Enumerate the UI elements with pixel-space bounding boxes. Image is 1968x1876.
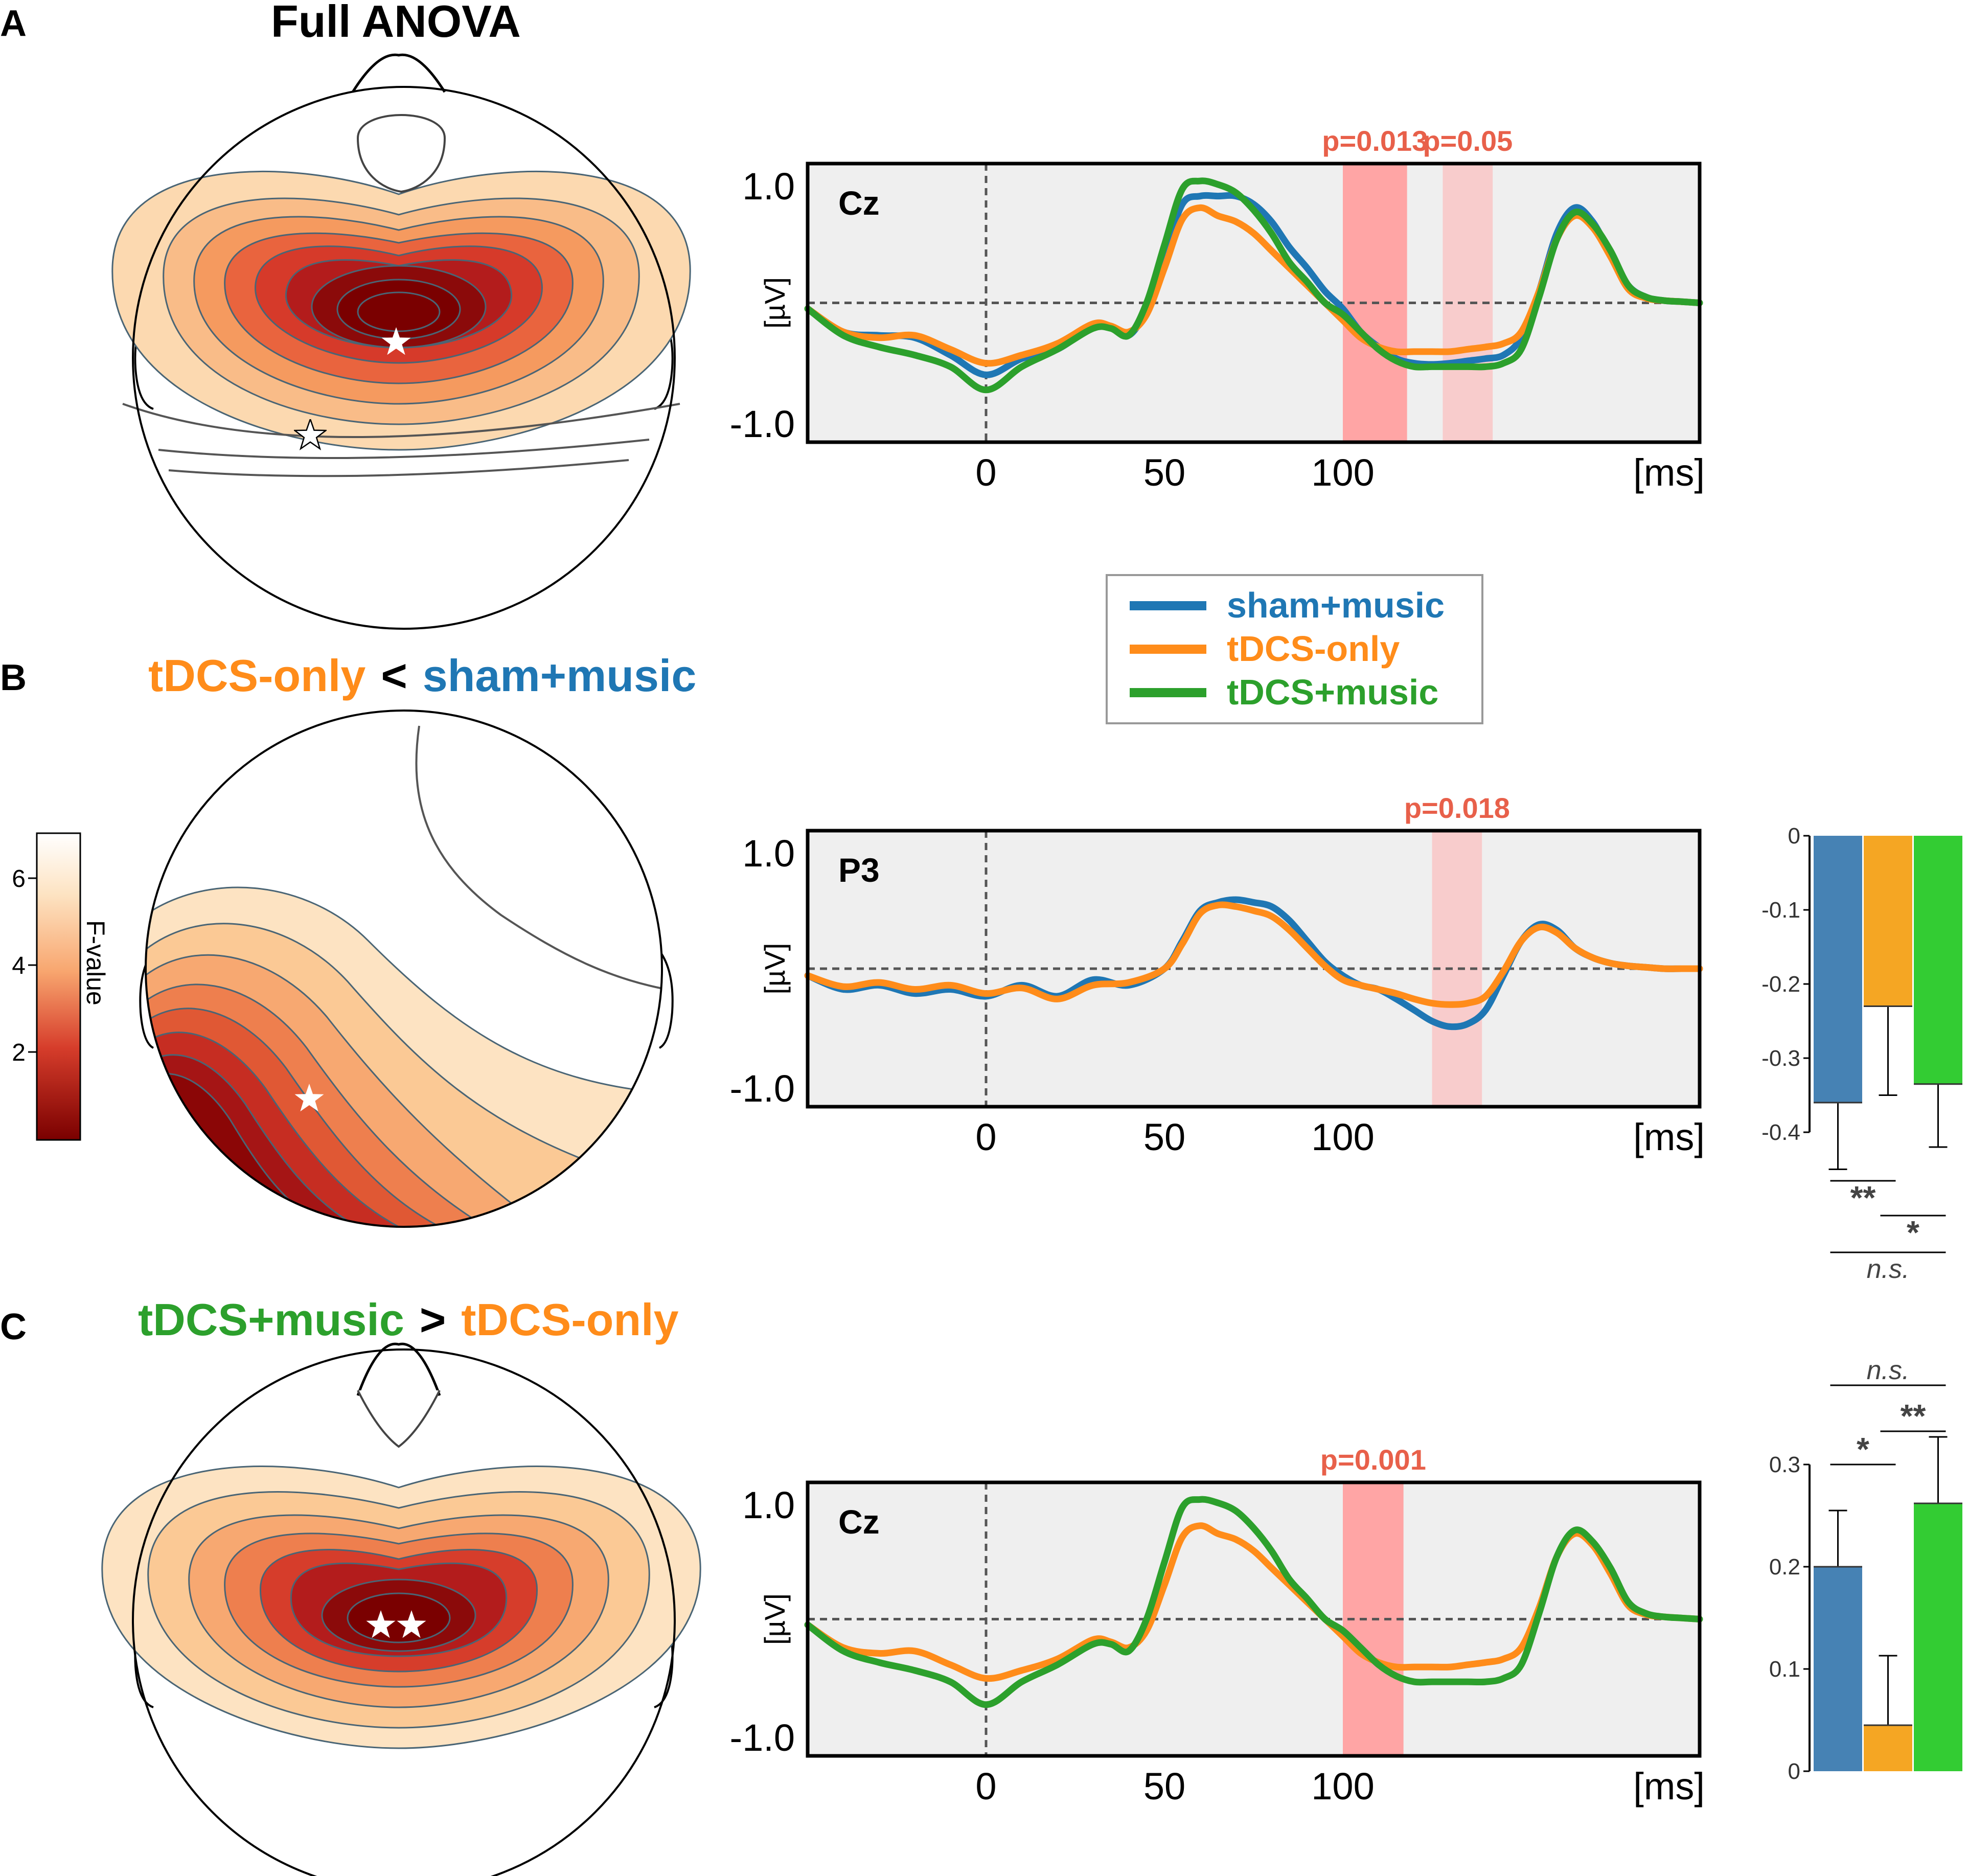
- bar-chart-b: 0-0.1-0.2-0.3-0.4***n.s.: [1761, 823, 1962, 1284]
- head-nose: [351, 53, 446, 93]
- x-tick-label: 100: [1311, 1765, 1374, 1808]
- colorbar-tick: 2: [12, 1039, 26, 1066]
- y-tick-label: 1.0: [742, 165, 795, 208]
- significance-label: n.s.: [1867, 1356, 1910, 1385]
- bar: [1814, 836, 1862, 1103]
- y-tick-label: 1.0: [742, 1484, 795, 1526]
- title-operator: <: [381, 650, 407, 701]
- y-axis-label: [µV]: [759, 1593, 791, 1645]
- title-left: tDCS+music: [138, 1294, 404, 1345]
- head-outline: [132, 1348, 676, 1876]
- y-tick-label: 0.2: [1769, 1554, 1800, 1580]
- y-tick-label: 0.1: [1769, 1657, 1800, 1682]
- channel-label: Cz: [838, 184, 880, 222]
- y-tick-label: -1.0: [729, 1067, 795, 1110]
- y-tick-label: -0.4: [1761, 1120, 1800, 1145]
- bar: [1864, 836, 1912, 1006]
- channel-label: P3: [838, 851, 880, 889]
- colorbar-tick: 4: [12, 952, 26, 979]
- panel-a: A Full ANOVA: [0, 0, 691, 630]
- erp-plot-c: p=0.001 Cz 1.0 -1.0 [µV] 0 50 100 [ms]: [729, 1444, 1705, 1808]
- bar: [1914, 1503, 1962, 1771]
- legend-label: sham+music: [1227, 585, 1445, 625]
- x-tick-label: 50: [1143, 1765, 1185, 1808]
- plot-frame: [806, 829, 1702, 1109]
- legend: sham+music tDCS-only tDCS+music: [1106, 574, 1483, 724]
- title-left: tDCS-only: [148, 650, 365, 701]
- p-value-label: p=0.05: [1423, 125, 1513, 157]
- erp-plot-b: p=0.018 P3 1.0 -1.0 [µV] 0 50 100 [ms]: [729, 792, 1705, 1158]
- x-axis-label: [ms]: [1633, 1116, 1705, 1158]
- panel-letter-a: A: [0, 3, 27, 44]
- colorbar-label: F-value: [81, 920, 110, 1005]
- topomap-b: [139, 710, 674, 1228]
- x-tick-label: 100: [1311, 451, 1374, 494]
- bar: [1814, 1567, 1862, 1771]
- title-operator: >: [420, 1294, 446, 1345]
- x-tick-label: 100: [1311, 1116, 1374, 1158]
- series-line: [804, 901, 1703, 1008]
- p-value-label: p=0.001: [1320, 1444, 1426, 1476]
- significance-label: n.s.: [1867, 1254, 1910, 1284]
- x-axis-label: [ms]: [1633, 451, 1705, 494]
- panel-c-title: tDCS+music > tDCS-only: [138, 1294, 679, 1345]
- y-tick-label: 1.0: [742, 832, 795, 875]
- panel-b: B tDCS-only < sham+music 6 4 2 F-value: [0, 650, 696, 1228]
- x-tick-label: 50: [1143, 451, 1185, 494]
- series-line: [804, 1496, 1703, 1708]
- panel-b-title: tDCS-only < sham+music: [148, 650, 696, 701]
- x-tick-label: 0: [975, 451, 996, 494]
- significance-label: *: [1907, 1214, 1919, 1251]
- head-outline: [145, 710, 663, 1228]
- topomap-c: [101, 1342, 701, 1876]
- colorbar: 6 4 2 F-value: [12, 832, 110, 1141]
- x-tick-label: 0: [975, 1116, 996, 1158]
- plot-frame: [806, 1480, 1702, 1758]
- panel-letter-b: B: [0, 657, 27, 698]
- bar: [1864, 1725, 1912, 1771]
- panel-letter-c: C: [0, 1307, 27, 1347]
- y-axis-label: [µV]: [759, 943, 791, 995]
- x-tick-label: 50: [1143, 1116, 1185, 1158]
- title-right: tDCS-only: [461, 1294, 678, 1345]
- x-tick-label: 0: [975, 1765, 996, 1808]
- panel-a-title: Full ANOVA: [271, 0, 521, 47]
- y-tick-label: -1.0: [729, 1717, 795, 1759]
- p-value-label: p=0.013: [1322, 125, 1428, 157]
- title-right: sham+music: [423, 650, 697, 701]
- y-tick-label: -1.0: [729, 403, 795, 445]
- legend-label: tDCS+music: [1227, 672, 1438, 712]
- y-tick-label: 0.3: [1769, 1452, 1800, 1477]
- series-line: [804, 177, 1703, 394]
- significance-label: *: [1857, 1431, 1869, 1468]
- channel-label: Cz: [838, 1503, 880, 1541]
- p-value-label: p=0.018: [1404, 792, 1510, 824]
- plot-frame: [806, 162, 1702, 444]
- colorbar-gradient: [36, 832, 81, 1141]
- significance-label: **: [1850, 1179, 1876, 1216]
- y-tick-label: 0: [1788, 823, 1800, 849]
- y-tick-label: 0: [1788, 1759, 1800, 1784]
- frontal-contour: [356, 114, 446, 193]
- y-tick-label: -0.1: [1761, 898, 1800, 923]
- y-tick-label: -0.2: [1761, 972, 1800, 997]
- significance-label: **: [1901, 1398, 1926, 1434]
- panel-c: C tDCS+music > tDCS-only: [0, 1294, 701, 1876]
- bar: [1914, 836, 1962, 1084]
- x-axis-label: [ms]: [1633, 1765, 1705, 1808]
- y-axis-label: [µV]: [759, 277, 791, 329]
- topomap-a: [111, 53, 691, 630]
- bar-chart-c: 0.30.20.10***n.s.: [1769, 1356, 1962, 1784]
- head-outline: [132, 86, 676, 630]
- colorbar-tick: 6: [12, 865, 26, 893]
- y-tick-label: -0.3: [1761, 1046, 1800, 1071]
- legend-label: tDCS-only: [1227, 629, 1400, 669]
